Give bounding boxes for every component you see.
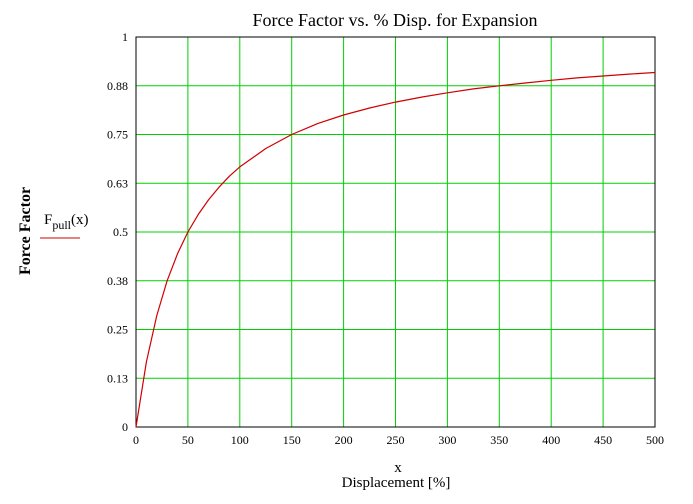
y-tick-label: 0.13 xyxy=(107,371,128,385)
series-line xyxy=(135,71,656,428)
y-tick-label: 0.88 xyxy=(107,79,128,93)
x-tick-label: 300 xyxy=(438,433,456,447)
x-tick-label: 50 xyxy=(182,433,194,447)
legend-label-main: F xyxy=(44,212,52,228)
series-layer xyxy=(135,71,656,428)
x-tick-label: 100 xyxy=(231,433,249,447)
x-tick-label: 150 xyxy=(283,433,301,447)
y-tick-label: 0.63 xyxy=(107,176,128,190)
legend-label-arg: (x) xyxy=(71,212,89,228)
grid xyxy=(136,37,655,427)
x-tick-label: 500 xyxy=(646,433,664,447)
x-tick-labels: 0 50 100 150 200 250 300 350 400 450 500 xyxy=(133,433,664,447)
y-tick-label: 0.38 xyxy=(107,274,128,288)
y-tick-labels: 0 0.13 0.25 0.38 0.5 0.63 0.75 0.88 1 xyxy=(107,30,128,434)
x-tick-label: 250 xyxy=(387,433,405,447)
plot-frame xyxy=(135,36,656,428)
x-tick-label: 400 xyxy=(542,433,560,447)
y-tick-label: 0.5 xyxy=(113,225,128,239)
legend-label-sub: pull xyxy=(52,218,71,232)
y-tick-label: 0 xyxy=(122,420,128,434)
x-axis-variable: x xyxy=(394,460,402,476)
legend-label: Fpull(x) xyxy=(44,212,89,232)
x-axis-label: Displacement [%] xyxy=(342,475,451,491)
chart-title: Force Factor vs. % Disp. for Expansion xyxy=(253,10,538,30)
y-tick-label: 0.25 xyxy=(107,323,128,337)
x-tick-label: 200 xyxy=(335,433,353,447)
x-tick-label: 350 xyxy=(490,433,508,447)
y-axis-label: Force Factor xyxy=(17,187,34,275)
y-tick-label: 1 xyxy=(122,30,128,44)
legend: Fpull(x) xyxy=(40,212,89,239)
y-tick-label: 0.75 xyxy=(107,128,128,142)
x-tick-label: 0 xyxy=(133,433,139,447)
x-tick-label: 450 xyxy=(594,433,612,447)
